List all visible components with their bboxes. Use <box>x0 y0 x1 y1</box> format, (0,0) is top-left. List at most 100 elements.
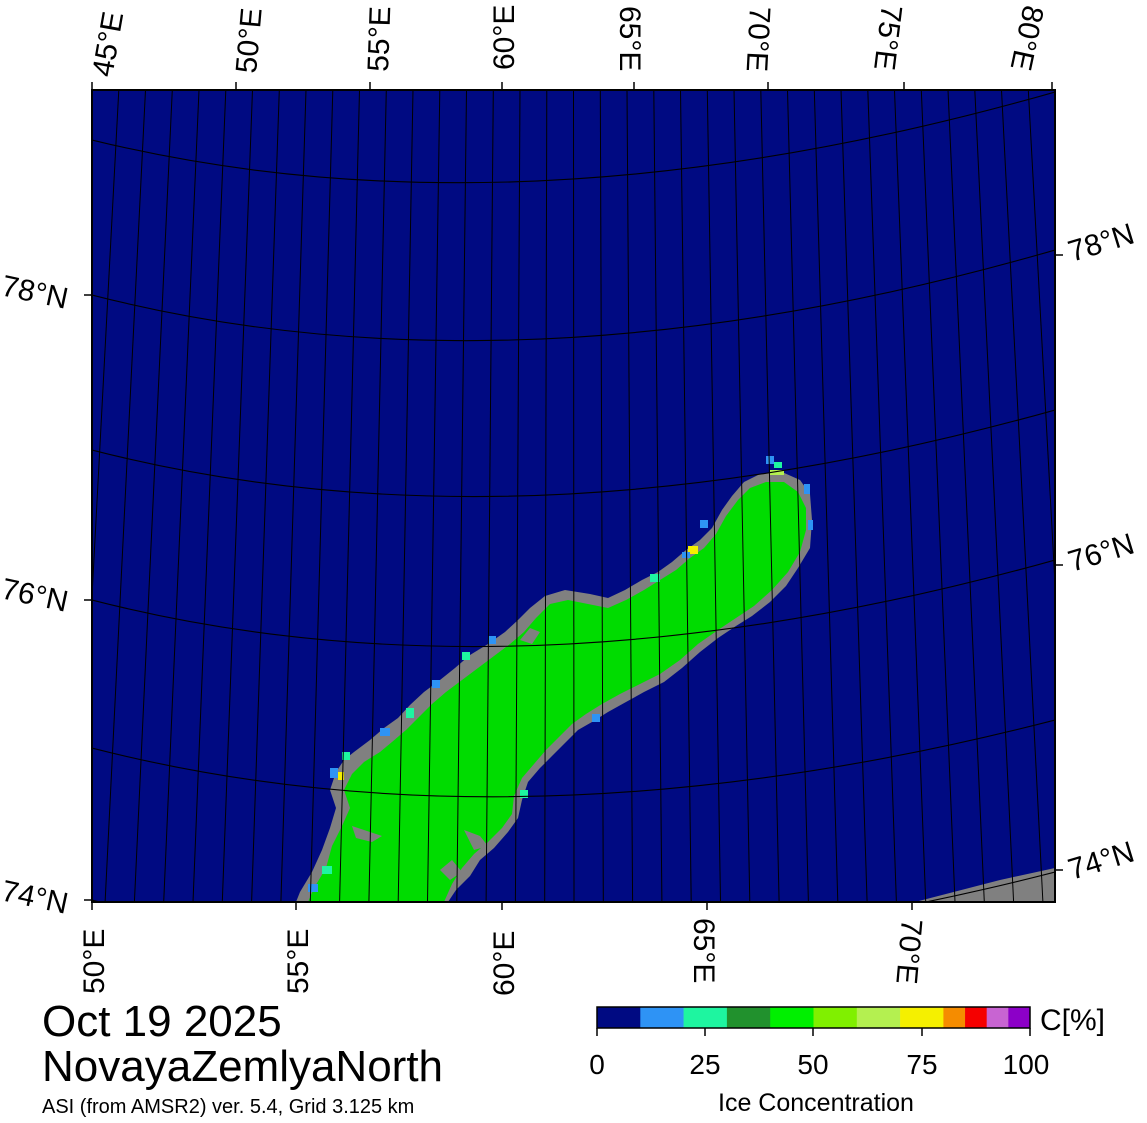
meridian-line <box>840 90 868 902</box>
colorbar-bin <box>683 1007 728 1028</box>
left-lat-label: 78°N <box>0 270 71 316</box>
colorbar-unit: C[%] <box>1040 1004 1105 1037</box>
bottom-lon-label: 65°E <box>687 918 720 983</box>
left-lat-label: 74°N <box>0 875 71 921</box>
product-info: ASI (from AMSR2) ver. 5.4, Grid 3.125 km <box>42 1096 415 1118</box>
region-name: NovayaZemlyaNorth <box>42 1042 444 1091</box>
bottom-lon-label: 50°E <box>78 929 111 994</box>
ice-patch <box>342 752 350 760</box>
tick-marks <box>84 82 1063 910</box>
ice-patch <box>380 728 390 736</box>
top-lon-label: 55°E <box>362 6 397 73</box>
colorbar-bin <box>770 1007 814 1028</box>
mainland-corner <box>915 868 1055 902</box>
ice-patch <box>700 520 708 528</box>
fjord-inlet <box>440 860 462 880</box>
top-lon-label: 75°E <box>867 3 908 72</box>
top-lon-label: 65°E <box>613 6 646 71</box>
meridian-line <box>947 90 985 902</box>
meridian-line <box>104 90 146 902</box>
fjord-inlet <box>464 830 488 850</box>
top-longitude-labels: 45°E 50°E 55°E 60°E 65°E 70°E 75°E 80°E <box>86 3 1049 80</box>
bottom-lon-label: 70°E <box>889 917 928 985</box>
meridian-line <box>813 90 839 902</box>
colorbar-bin <box>986 1007 1009 1028</box>
ice-patch <box>308 884 318 892</box>
meridian-line <box>653 90 663 902</box>
colorbar-bin <box>813 1007 858 1028</box>
meridian-line <box>974 90 1015 902</box>
ice-patch <box>682 552 690 558</box>
meridian-line <box>626 90 634 902</box>
fjord-inlet <box>352 826 382 842</box>
meridian-line <box>894 90 927 902</box>
ice-patch <box>432 680 440 688</box>
meridian-line <box>485 90 494 902</box>
colorbar-tick-label: 0 <box>589 1049 605 1080</box>
ice-patch <box>766 456 774 464</box>
meridian-line <box>787 90 809 902</box>
meridian-line <box>733 90 751 902</box>
right-lat-label: 78°N <box>1064 218 1138 269</box>
title-block: Oct 19 2025 NovayaZemlyaNorth ASI (from … <box>42 1000 443 1120</box>
ice-patch <box>338 772 344 780</box>
colorbar-bin <box>900 1007 944 1028</box>
meridian-line <box>599 90 604 902</box>
map-frame <box>91 89 1056 903</box>
colorbar-bin <box>597 1007 641 1028</box>
ice-patch <box>520 790 528 798</box>
meridian-line <box>760 90 780 902</box>
meridian-line <box>221 90 253 902</box>
meridian-line <box>920 90 956 902</box>
colorbar-tick-label: 25 <box>689 1049 720 1080</box>
ice-patch <box>330 768 338 778</box>
meridian-line <box>573 90 575 902</box>
meridian-line <box>456 90 467 902</box>
colorbar-bin <box>726 1007 771 1028</box>
colorbar-title: Ice Concentration <box>718 1089 914 1117</box>
ice-patch <box>592 714 600 722</box>
ice-patch <box>804 484 810 494</box>
colorbar-bin <box>1008 1007 1031 1028</box>
meridian-line <box>1054 90 1055 99</box>
ice-patch <box>688 546 698 554</box>
meridian-line <box>192 90 227 902</box>
map-date: Oct 19 2025 <box>42 997 282 1046</box>
colorbar-bin <box>640 1007 684 1028</box>
meridian-line <box>544 90 548 902</box>
colorbar-tick-label: 100 <box>1003 1049 1050 1080</box>
bottom-lon-label: 55°E <box>282 929 315 994</box>
bottom-longitude-labels: 50°E 55°E 60°E 65°E 70°E <box>78 917 928 996</box>
colorbar-tick-label: 50 <box>797 1049 828 1080</box>
meridian-line <box>1001 90 1044 902</box>
longitude-grid-lines <box>92 90 1055 902</box>
ice-patch <box>808 520 813 530</box>
colorbar-bin <box>965 1007 987 1028</box>
left-lat-label: 76°N <box>0 573 71 619</box>
ice-patch <box>650 574 660 582</box>
fjord-inlet <box>520 628 540 644</box>
colorbar-bin <box>856 1007 901 1028</box>
meridian-line <box>163 90 200 902</box>
meridian-line <box>514 90 521 902</box>
left-latitude-labels: 78°N 76°N 74°N <box>0 270 71 921</box>
top-lon-label: 45°E <box>86 9 130 79</box>
right-latitude-labels: 78°N 76°N 74°N <box>1064 218 1138 887</box>
right-lat-label: 74°N <box>1064 836 1138 887</box>
meridian-line <box>867 90 897 902</box>
ice-concentration-colorbar <box>597 1007 1031 1028</box>
colorbar-ticks <box>596 1028 1031 1036</box>
novaya-zemlya-land <box>308 482 806 902</box>
meridian-line <box>1027 90 1055 594</box>
meridian-line <box>706 90 721 902</box>
ice-patch <box>488 636 496 644</box>
top-lon-label: 70°E <box>740 6 776 73</box>
ice-patch <box>322 866 332 874</box>
colorbar-bin <box>943 1007 966 1028</box>
meridian-line <box>309 90 334 902</box>
meridian-line <box>339 90 360 902</box>
meridian-line <box>133 90 173 902</box>
meridian-line <box>92 90 120 606</box>
meridian-line <box>680 90 692 902</box>
